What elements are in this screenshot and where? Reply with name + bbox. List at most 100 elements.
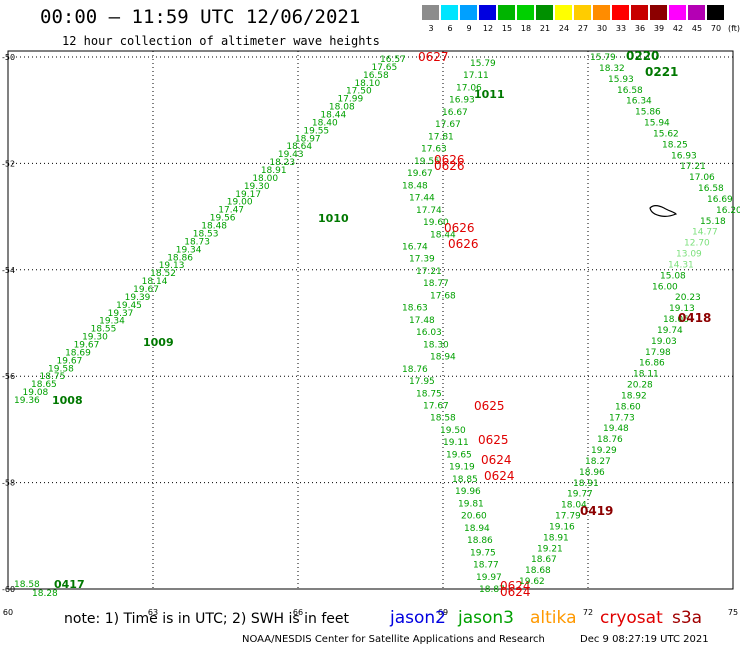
track-time-label: 1010 [318, 212, 349, 225]
track-time-label: 0624 [500, 579, 531, 593]
swh-value: 19.48 [603, 424, 629, 434]
swh-value: 17.79 [555, 512, 581, 522]
swh-value: 15.93 [608, 75, 634, 85]
track-time-label: 0626 [444, 221, 475, 235]
track-time-label: 0418 [678, 311, 711, 325]
track-time-label: 0220 [626, 49, 659, 63]
legend-swatch-18 [517, 5, 534, 20]
swh-value: 18.04 [561, 501, 587, 511]
swh-value: 17.74 [416, 206, 442, 216]
swh-value: 18.67 [531, 555, 557, 565]
legend-label-15: 15 [501, 24, 513, 33]
swh-value: 15.94 [644, 119, 670, 129]
swh-value: 15.08 [660, 271, 686, 281]
lon-tick-label: 69 [438, 608, 448, 617]
swh-value: 17.98 [645, 348, 671, 358]
track-time-label: 0419 [580, 504, 613, 518]
swh-value: 20.28 [627, 381, 653, 391]
swh-value: 16.58 [363, 71, 389, 81]
island-outline [649, 205, 678, 217]
swh-value: 18.23 [269, 158, 295, 168]
legend-label-3: 3 [428, 24, 434, 33]
swh-value: 17.67 [435, 120, 461, 130]
legend-swatch-45 [688, 5, 705, 20]
swh-value: 18.92 [621, 391, 647, 401]
legend-label-24: 24 [558, 24, 570, 33]
swh-value: 18.91 [261, 166, 287, 176]
swh-value: 19.56 [210, 214, 236, 224]
swh-value: 15.79 [590, 53, 616, 63]
swh-value: 17.44 [409, 194, 435, 204]
swh-value: 18.52 [150, 269, 176, 279]
swh-value: 16.20 [716, 206, 740, 216]
swh-value: 18.65 [31, 380, 57, 390]
legend-swatch-39 [650, 5, 667, 20]
track-time-label: 0417 [54, 578, 85, 591]
swh-value: 16.58 [698, 184, 724, 194]
swh-value: 17.47 [218, 206, 244, 216]
legend-swatch-42 [669, 5, 686, 20]
swh-value: 17.39 [409, 255, 435, 265]
swh-value: 19.16 [549, 522, 575, 532]
swh-value: 18.55 [91, 325, 117, 335]
legend-swatch-9 [460, 5, 477, 20]
swh-value: 19.96 [455, 487, 481, 497]
swh-value: 17.06 [689, 173, 715, 183]
swh-value: 18.87 [479, 585, 505, 595]
swh-value: 18.32 [599, 64, 625, 74]
lon-tick-label: 72 [583, 608, 593, 617]
swh-value: 18.76 [597, 435, 623, 445]
swh-value: 17.11 [463, 71, 489, 81]
legend-unit: (ft) [727, 24, 740, 33]
swh-value: 19.34 [99, 317, 125, 327]
swh-value: 18.75 [416, 389, 442, 399]
swh-value: 18.68 [525, 566, 551, 576]
swh-value: 19.08 [23, 388, 49, 398]
swh-value: 18.08 [329, 103, 355, 113]
generated-timestamp: Dec 9 08:27:19 UTC 2021 [580, 634, 709, 645]
swh-value: 17.06 [456, 83, 482, 93]
satellite-label-altika: altika [530, 608, 577, 628]
swh-value: 15.79 [470, 59, 496, 69]
swh-value: 12.70 [684, 239, 710, 249]
swh-value: 18.53 [193, 229, 219, 239]
chart-title: 00:00 – 11:59 UTC 12/06/2021 [40, 6, 361, 28]
swh-value: 18.85 [452, 475, 478, 485]
swh-value: 17.50 [346, 87, 372, 97]
satellite-label-cryosat: cryosat [600, 608, 663, 628]
swh-value: 17.21 [680, 162, 706, 172]
track-time-label: 1009 [143, 336, 174, 349]
swh-value: 17.21 [416, 267, 442, 277]
satellite-label-jason3: jason3 [458, 608, 514, 628]
legend-swatch-6 [441, 5, 458, 20]
lat-tick-label: -60 [2, 585, 15, 594]
chart-subtitle: 12 hour collection of altimeter wave hei… [62, 34, 380, 48]
swh-value: 18.30 [423, 340, 449, 350]
swh-value: 18.94 [430, 353, 456, 363]
swh-value: 18.40 [312, 118, 338, 128]
swh-value: 18.48 [201, 222, 227, 232]
swh-value: 19.55 [303, 126, 329, 136]
swh-value: 18.75 [40, 372, 66, 382]
swh-value: 19.17 [235, 190, 261, 200]
lon-tick-label: 60 [3, 608, 13, 617]
swh-value: 19.65 [446, 450, 472, 460]
lon-tick-label: 63 [148, 608, 158, 617]
swh-value: 16.00 [652, 282, 678, 292]
track-time-label: 0625 [478, 433, 509, 447]
swh-value: 14.31 [668, 260, 694, 270]
swh-value: 18.86 [167, 253, 193, 263]
track-time-label: 0626 [448, 237, 479, 251]
legend-label-36: 36 [634, 24, 646, 33]
swh-value: 19.58 [48, 364, 74, 374]
swh-value: 19.21 [537, 544, 563, 554]
track-time-label: 1011 [474, 88, 505, 101]
legend-label-21: 21 [539, 24, 551, 33]
swh-value: 18.69 [65, 348, 91, 358]
swh-value: 18.58 [14, 580, 40, 590]
legend-swatch-27 [574, 5, 591, 20]
swh-value: 16.03 [416, 328, 442, 338]
legend-label-33: 33 [615, 24, 627, 33]
lat-tick-label: -56 [2, 372, 15, 381]
